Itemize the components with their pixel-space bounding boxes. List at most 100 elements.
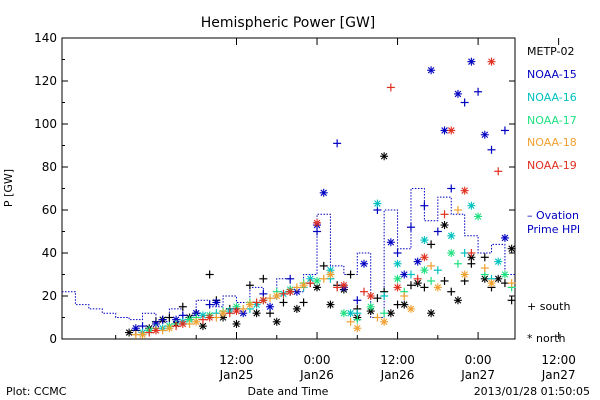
marks-layer (125, 57, 516, 339)
noaa-19-south-point (172, 322, 181, 331)
metp-02-north-point (252, 309, 261, 318)
noaa-18-north-point (460, 270, 469, 279)
noaa-16-north-point (447, 231, 456, 240)
noaa-17-north-point (447, 249, 456, 257)
noaa-19-north-point (339, 281, 348, 290)
metp-02-south-point (165, 313, 174, 322)
noaa-15-north-point (480, 130, 489, 139)
metp-02-north-point (272, 317, 281, 326)
noaa-19-north-point (487, 57, 496, 66)
noaa-19-south-point (198, 315, 207, 324)
noaa-18-south-point (239, 304, 248, 313)
noaa-16-north-point (373, 199, 382, 208)
noaa-15-north-point (151, 319, 160, 328)
metp-02-north-point (198, 322, 207, 331)
noaa-18-north-point (299, 281, 308, 290)
legend-entry-noaa-16: NOAA-16 (527, 91, 577, 104)
metp-02-south-point (178, 302, 187, 311)
legend-entry-metp-02: METP-02 (527, 45, 575, 58)
noaa-15-north-point (440, 126, 449, 135)
noaa-18-north-point (165, 324, 174, 333)
metp-02-south-point (205, 270, 214, 279)
noaa-16-south-point (433, 266, 442, 275)
noaa-18-north-point (192, 317, 201, 326)
x-tick-date-label: Jan26 (380, 368, 415, 382)
metp-02-south-point (427, 240, 436, 249)
noaa-19-north-point (205, 313, 214, 322)
noaa-17-south-point (380, 309, 389, 318)
noaa-17-north-point (339, 309, 348, 318)
noaa-17-north-point (366, 302, 375, 311)
noaa-17-south-point (453, 259, 462, 268)
noaa-18-north-point (380, 317, 389, 326)
metp-02-south-point (420, 283, 429, 292)
x-tick-time-label: 12:00 (219, 353, 254, 367)
noaa-19-north-point (232, 307, 241, 316)
noaa-18-south-point (480, 264, 489, 273)
metp-02-south-point (299, 298, 308, 307)
noaa-15-north-point (266, 302, 275, 311)
legend-south-marker: + south (527, 300, 570, 313)
noaa-16-north-point (346, 309, 355, 318)
noaa-18-south-point (185, 319, 194, 328)
noaa-19-north-point (460, 186, 469, 195)
noaa-19-south-point (413, 274, 422, 283)
noaa-16-south-point (460, 249, 469, 257)
noaa-15-north-point (400, 270, 409, 279)
metp-02-south-point (480, 253, 489, 262)
noaa-19-north-point (151, 326, 160, 335)
noaa-15-south-point (286, 274, 295, 283)
x-tick-time-label: 12:00 (541, 353, 576, 367)
noaa-16-south-point (380, 292, 389, 300)
metp-02-south-point (279, 298, 288, 307)
noaa-18-north-point (353, 324, 362, 333)
x-tick-date-label: Jan27 (460, 368, 495, 382)
ovation-hpi-layer (62, 188, 515, 323)
noaa-17-north-point (313, 276, 322, 285)
noaa-15-north-point (386, 238, 395, 247)
legend-model-line2: Prime HPI (527, 223, 580, 236)
noaa-16-north-point (198, 311, 207, 320)
footer-left: Plot: CCMC (6, 385, 67, 398)
x-axis-label: Date and Time (248, 385, 329, 398)
x-tick-time-label: 0:00 (304, 353, 331, 367)
x-tick-time-label: 0:00 (465, 353, 492, 367)
noaa-18-south-point (400, 292, 409, 300)
noaa-18-south-point (212, 313, 221, 322)
metp-02-south-point (259, 274, 268, 283)
noaa-19-north-point (286, 287, 295, 296)
noaa-19-north-point (366, 292, 375, 300)
noaa-16-north-point (393, 259, 402, 268)
y-tick-label: 140 (34, 31, 57, 45)
legend: METP-02 NOAA-15 NOAA-16 NOAA-17 NOAA-18 … (527, 45, 580, 345)
noaa-18-south-point (453, 206, 462, 214)
noaa-18-north-point (487, 279, 496, 288)
noaa-15-south-point (474, 87, 483, 96)
x-tick-date-label: Jan25 (219, 368, 254, 382)
noaa-15-north-point (319, 188, 328, 197)
noaa-16-north-point (306, 274, 315, 283)
metp-02-north-point (386, 309, 395, 318)
metp-02-north-point (494, 274, 503, 283)
noaa-19-south-point (386, 83, 395, 92)
y-tick-label: 40 (42, 246, 57, 260)
noaa-17-north-point (393, 274, 402, 283)
noaa-19-south-point (225, 309, 234, 318)
y-tick-label: 120 (34, 74, 57, 88)
x-tick-date-label: Jan27 (541, 368, 576, 382)
metp-02-north-point (453, 296, 462, 305)
noaa-19-south-point (494, 167, 503, 176)
noaa-18-south-point (158, 326, 167, 335)
noaa-19-south-point (306, 279, 315, 288)
metp-02-north-point (507, 244, 516, 253)
noaa-15-south-point (406, 223, 415, 232)
metp-02-north-point (413, 279, 422, 288)
noaa-15-south-point (158, 315, 167, 324)
noaa-19-north-point (313, 218, 322, 227)
noaa-15-north-point (453, 89, 462, 98)
noaa-16-north-point (420, 236, 429, 245)
x-tick-date-label: Jan26 (299, 368, 334, 382)
y-tick-label: 0 (49, 332, 57, 346)
noaa-18-south-point (346, 317, 355, 326)
